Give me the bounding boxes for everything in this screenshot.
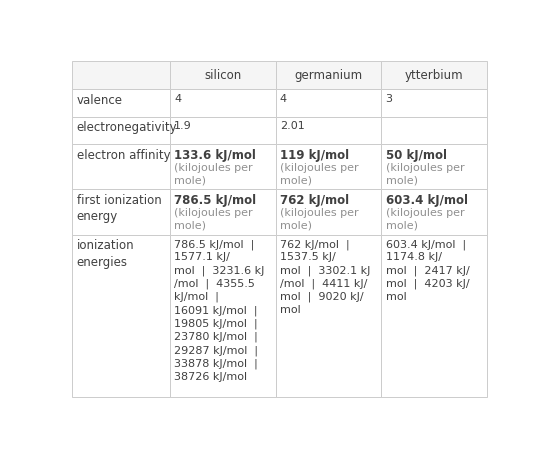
- Text: (kilojoules per
mole): (kilojoules per mole): [385, 163, 464, 186]
- Text: silicon: silicon: [204, 69, 241, 82]
- Text: 786.5 kJ/mol: 786.5 kJ/mol: [174, 194, 256, 207]
- Text: 3: 3: [385, 94, 393, 104]
- Bar: [73, 144, 170, 189]
- Text: 4: 4: [280, 94, 287, 104]
- Bar: [382, 61, 487, 89]
- Bar: [170, 117, 276, 144]
- Bar: [382, 189, 487, 235]
- Text: 762 kJ/mol  |
1537.5 kJ/
mol  |  3302.1 kJ
/mol  |  4411 kJ/
mol  |  9020 kJ/
mo: 762 kJ/mol | 1537.5 kJ/ mol | 3302.1 kJ …: [280, 239, 370, 315]
- Text: 762 kJ/mol: 762 kJ/mol: [280, 194, 349, 207]
- Text: ytterbium: ytterbium: [405, 69, 464, 82]
- Text: first ionization
energy: first ionization energy: [76, 194, 162, 223]
- Text: electron affinity: electron affinity: [76, 148, 170, 162]
- Bar: [276, 235, 382, 397]
- Bar: [170, 89, 276, 117]
- Bar: [73, 235, 170, 397]
- Text: 786.5 kJ/mol  |
1577.1 kJ/
mol  |  3231.6 kJ
/mol  |  4355.5
kJ/mol  |
16091 kJ/: 786.5 kJ/mol | 1577.1 kJ/ mol | 3231.6 k…: [174, 239, 265, 382]
- Bar: [170, 61, 276, 89]
- Text: 1.9: 1.9: [174, 121, 192, 131]
- Text: ionization
energies: ionization energies: [76, 239, 134, 269]
- Text: (kilojoules per
mole): (kilojoules per mole): [385, 208, 464, 231]
- Text: 133.6 kJ/mol: 133.6 kJ/mol: [174, 148, 256, 162]
- Bar: [276, 61, 382, 89]
- Text: 2.01: 2.01: [280, 121, 305, 131]
- Text: 4: 4: [174, 94, 181, 104]
- Text: (kilojoules per
mole): (kilojoules per mole): [174, 163, 253, 186]
- Bar: [73, 61, 170, 89]
- Bar: [170, 235, 276, 397]
- Text: 50 kJ/mol: 50 kJ/mol: [385, 148, 447, 162]
- Bar: [170, 144, 276, 189]
- Text: (kilojoules per
mole): (kilojoules per mole): [280, 163, 359, 186]
- Bar: [382, 117, 487, 144]
- Text: 119 kJ/mol: 119 kJ/mol: [280, 148, 349, 162]
- Bar: [276, 117, 382, 144]
- Text: 603.4 kJ/mol  |
1174.8 kJ/
mol  |  2417 kJ/
mol  |  4203 kJ/
mol: 603.4 kJ/mol | 1174.8 kJ/ mol | 2417 kJ/…: [385, 239, 470, 302]
- Text: 603.4 kJ/mol: 603.4 kJ/mol: [385, 194, 468, 207]
- Bar: [73, 189, 170, 235]
- Text: (kilojoules per
mole): (kilojoules per mole): [174, 208, 253, 231]
- Bar: [276, 89, 382, 117]
- Bar: [73, 89, 170, 117]
- Bar: [382, 89, 487, 117]
- Bar: [382, 144, 487, 189]
- Text: electronegativity: electronegativity: [76, 121, 177, 134]
- Bar: [170, 189, 276, 235]
- Bar: [73, 117, 170, 144]
- Bar: [382, 235, 487, 397]
- Bar: [276, 144, 382, 189]
- Bar: [276, 189, 382, 235]
- Text: valence: valence: [76, 94, 123, 107]
- Text: (kilojoules per
mole): (kilojoules per mole): [280, 208, 359, 231]
- Text: germanium: germanium: [294, 69, 363, 82]
